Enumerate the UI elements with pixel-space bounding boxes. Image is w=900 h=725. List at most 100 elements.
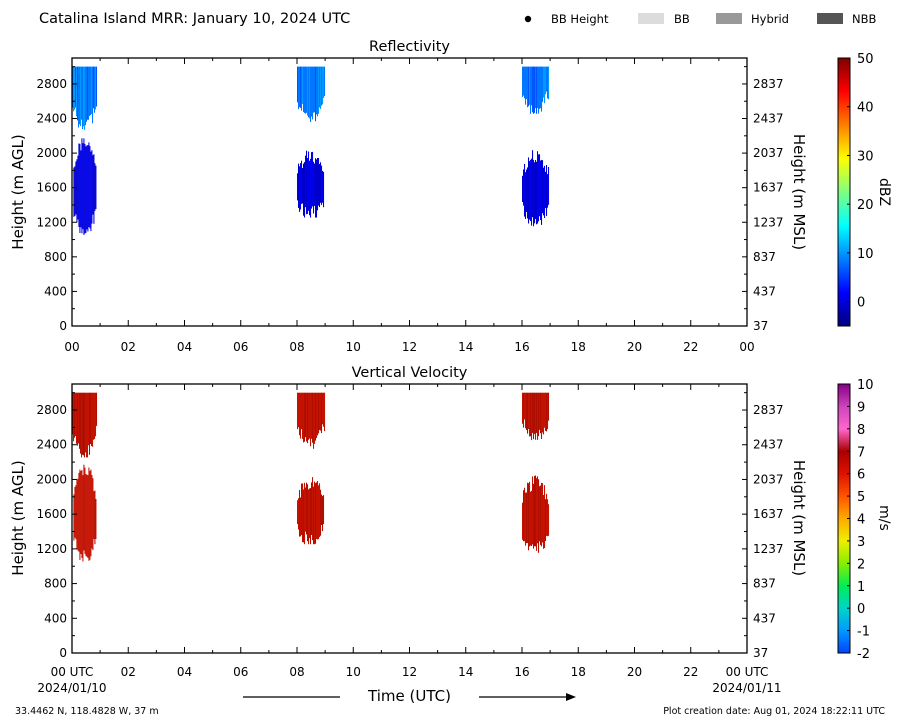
vertical-velocity-title: Vertical Velocity xyxy=(352,365,468,381)
legend-nbb-swatch xyxy=(817,13,843,24)
vertical-velocity-xtick-label: 22 xyxy=(683,665,698,679)
legend-bb-swatch xyxy=(638,13,664,24)
reflectivity-echo-2 xyxy=(297,66,326,123)
reflectivity-xtick-label: 12 xyxy=(402,340,417,354)
vertical-velocity-ytick-label: 0 xyxy=(59,646,67,660)
reflectivity-ytick-label-right: 437 xyxy=(753,284,776,298)
legend-bb-height-dot xyxy=(524,15,532,23)
reflectivity-xtick-label: 16 xyxy=(514,340,529,354)
vertical-velocity-echo-5 xyxy=(522,475,550,553)
vertical-velocity-ytick-label: 1200 xyxy=(36,542,67,556)
reflectivity-xtick-label: 02 xyxy=(121,340,136,354)
vertical-velocity-echo-0 xyxy=(72,392,98,458)
reflectivity-colorbar-tick-label: 20 xyxy=(857,198,874,213)
reflectivity-colorbar xyxy=(837,57,851,327)
reflectivity-ytick-label: 400 xyxy=(44,284,67,298)
reflectivity-colorbar-tick-label: 40 xyxy=(857,101,874,116)
vertical-velocity-colorbar-tick-label: 10 xyxy=(857,378,874,393)
reflectivity-colorbar-tick-label: 0 xyxy=(857,296,865,311)
legend-bb-label: BB xyxy=(674,12,690,26)
vertical-velocity-colorbar-tick-label: 7 xyxy=(857,445,865,460)
vertical-velocity-xtick-label: 00 UTC xyxy=(726,665,769,679)
vertical-velocity-xtick-label: 16 xyxy=(514,665,529,679)
vertical-velocity-frame xyxy=(71,383,748,654)
reflectivity-ylabel: Height (m AGL) xyxy=(9,134,27,249)
reflectivity-ytick-label: 0 xyxy=(59,319,67,333)
start-date: 2024/01/10 xyxy=(37,681,106,695)
vertical-velocity-ytick-label-right: 2837 xyxy=(753,403,784,417)
vertical-velocity-xtick-label: 04 xyxy=(177,665,192,679)
end-date: 2024/01/11 xyxy=(712,681,781,695)
vertical-velocity-colorbar-tick-label: 9 xyxy=(857,400,865,415)
reflectivity-ytick-label: 2000 xyxy=(36,146,67,160)
vertical-velocity-ytick-label-right: 437 xyxy=(753,611,776,625)
vertical-velocity-ytick-label: 2400 xyxy=(36,438,67,452)
vertical-velocity-colorbar-tick-label: -1 xyxy=(857,625,870,640)
vertical-velocity-colorbar-label: m/s xyxy=(876,505,892,531)
reflectivity-xtick-label: 20 xyxy=(627,340,642,354)
reflectivity-ylabel-right: Height (m MSL) xyxy=(790,134,808,250)
vertical-velocity-colorbar-tick-label: 5 xyxy=(857,490,865,505)
vertical-velocity-xtick-label: 00 UTC xyxy=(51,665,94,679)
reflectivity-xtick-label: 00 xyxy=(64,340,79,354)
plot-creation-date: Plot creation date: Aug 01, 2024 18:22:1… xyxy=(663,706,885,717)
vertical-velocity-xtick-label: 12 xyxy=(402,665,417,679)
reflectivity-ytick-label: 1200 xyxy=(36,215,67,229)
vertical-velocity-colorbar-tick-label: 6 xyxy=(857,468,865,483)
reflectivity-xtick-label: 06 xyxy=(233,340,248,354)
vertical-velocity-ytick-label: 2000 xyxy=(36,472,67,486)
bb-legend: BB Height BB Hybrid NBB xyxy=(524,12,876,26)
reflectivity-colorbar-tick-label: 50 xyxy=(857,52,874,67)
reflectivity-panel: Reflectivity 00 02 04 06 08 10 12 14 16 18 20 22 000… xyxy=(9,39,892,354)
vertical-velocity-ytick-label-right: 37 xyxy=(753,646,768,660)
reflectivity-xtick-label: 22 xyxy=(683,340,698,354)
vertical-velocity-xtick-label: 10 xyxy=(346,665,361,679)
vertical-velocity-colorbar-tick-label: 0 xyxy=(857,602,865,617)
legend-hybrid-label: Hybrid xyxy=(751,12,789,26)
vertical-velocity-echo-4 xyxy=(522,392,550,441)
vertical-velocity-xtick-label: 08 xyxy=(289,665,304,679)
vertical-velocity-colorbar-tick-label: 4 xyxy=(857,513,865,528)
reflectivity-echo-4 xyxy=(522,66,550,114)
time-arrow-head xyxy=(566,693,576,701)
vertical-velocity-ytick-label: 800 xyxy=(44,577,67,591)
reflectivity-ytick-label: 800 xyxy=(44,250,67,264)
vertical-velocity-colorbar-tick-label: -2 xyxy=(857,647,870,662)
reflectivity-ytick-label-right: 837 xyxy=(753,250,776,264)
reflectivity-colorbar-label: dBZ xyxy=(876,178,892,206)
vertical-velocity-ytick-label-right: 837 xyxy=(753,577,776,591)
vertical-velocity-colorbar-tick-label: 1 xyxy=(857,580,865,595)
vertical-velocity-echo-2 xyxy=(297,392,326,449)
vertical-velocity-ytick-label-right: 2037 xyxy=(753,472,784,486)
vertical-velocity-xtick-label: 06 xyxy=(233,665,248,679)
vertical-velocity-echo-3 xyxy=(297,477,325,545)
reflectivity-echo-0 xyxy=(72,66,98,130)
station-location: 33.4462 N, 118.4828 W, 37 m xyxy=(15,706,159,717)
vertical-velocity-colorbar-tick-label: 3 xyxy=(857,535,865,550)
reflectivity-ytick-label-right: 1237 xyxy=(753,215,784,229)
reflectivity-colorbar-tick-label: 10 xyxy=(857,247,874,262)
vertical-velocity-colorbar-tick-label: 2 xyxy=(857,557,865,572)
vertical-velocity-panel: Vertical Velocity 00 UTC 02 04 06 08 10 12 14 16… xyxy=(9,365,892,679)
reflectivity-ytick-label: 2800 xyxy=(36,77,67,91)
reflectivity-xtick-label: 04 xyxy=(177,340,192,354)
vertical-velocity-ylabel-right: Height (m MSL) xyxy=(790,460,808,576)
reflectivity-ytick-label-right: 37 xyxy=(753,319,768,333)
reflectivity-ytick-label-right: 1637 xyxy=(753,181,784,195)
reflectivity-ytick-label-right: 2037 xyxy=(753,146,784,160)
vertical-velocity-xtick-label: 14 xyxy=(458,665,473,679)
reflectivity-xtick-label: 08 xyxy=(289,340,304,354)
reflectivity-colorbar-tick-label: 30 xyxy=(857,149,874,164)
reflectivity-xtick-label: 00 xyxy=(739,340,754,354)
reflectivity-frame xyxy=(71,57,748,327)
legend-bb-height-label: BB Height xyxy=(551,12,609,26)
reflectivity-echo-3 xyxy=(297,150,325,218)
figure-title: Catalina Island MRR: January 10, 2024 UT… xyxy=(39,11,350,27)
x-axis-label: Time (UTC) xyxy=(367,687,451,705)
vertical-velocity-xtick-label: 18 xyxy=(571,665,586,679)
legend-nbb-label: NBB xyxy=(852,12,876,26)
vertical-velocity-ytick-label-right: 1637 xyxy=(753,507,784,521)
vertical-velocity-ylabel: Height (m AGL) xyxy=(9,460,27,575)
reflectivity-ytick-label: 1600 xyxy=(36,181,67,195)
